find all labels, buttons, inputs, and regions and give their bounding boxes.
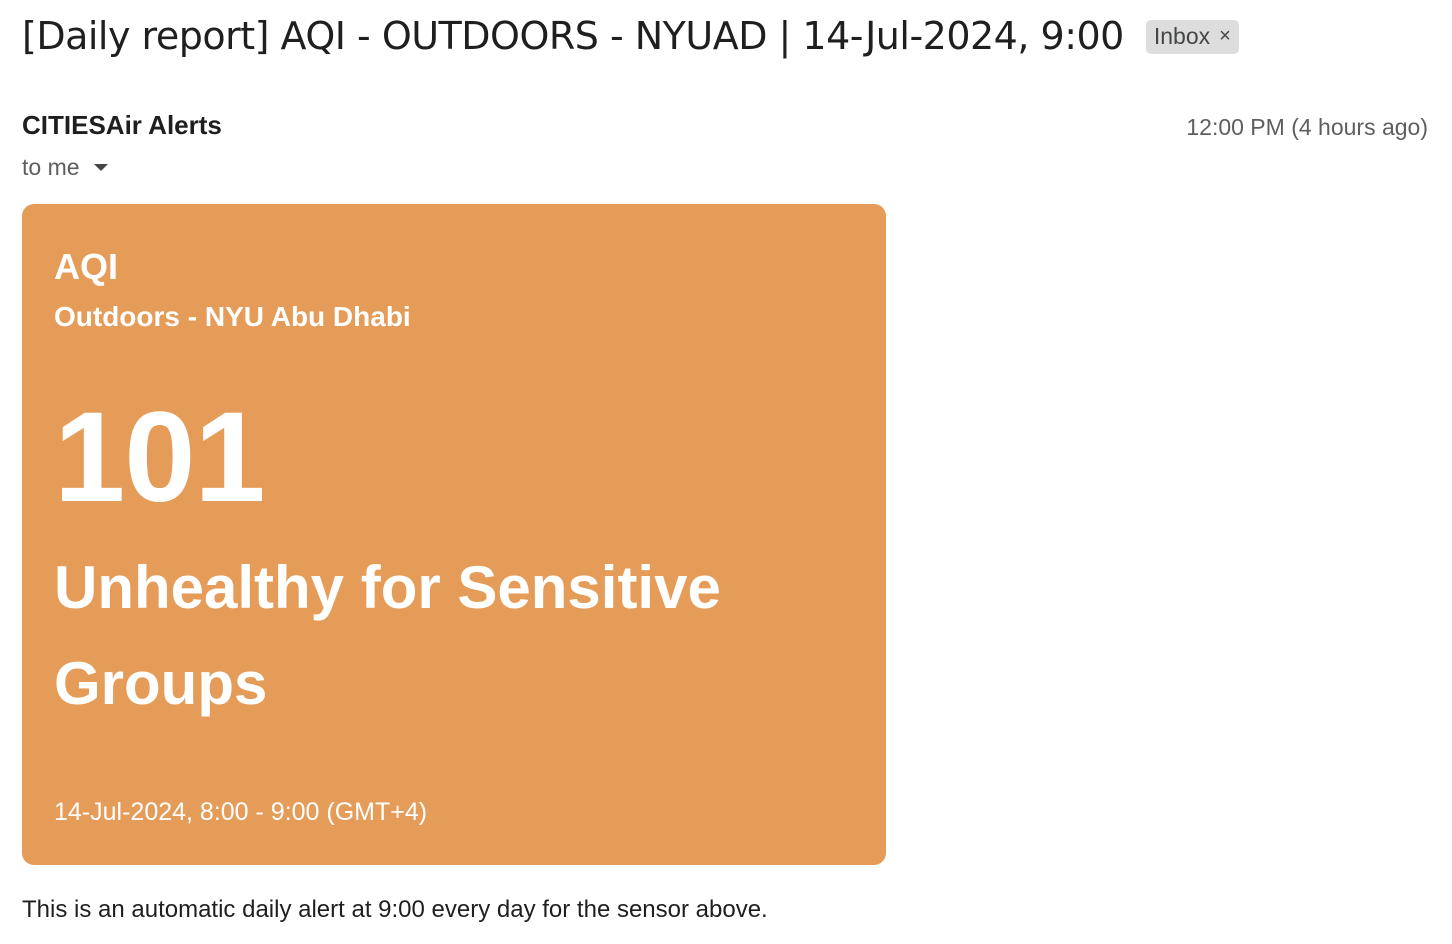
inbox-label-chip[interactable]: Inbox × <box>1145 20 1239 54</box>
close-icon[interactable]: × <box>1219 25 1231 47</box>
aqi-category: Unhealthy for Sensitive Groups <box>54 554 721 717</box>
recipient-label: to me <box>22 154 80 180</box>
aqi-value: 101 <box>54 386 266 529</box>
label-text: Inbox <box>1153 23 1211 49</box>
email-footer-text: This is an automatic daily alert at 9:00… <box>22 896 768 923</box>
card-metric-title: AQI <box>54 246 119 287</box>
email-timestamp: 12:00 PM (4 hours ago) <box>1186 114 1428 140</box>
measurement-period: 14-Jul-2024, 8:00 - 9:00 (GMT+4) <box>54 798 428 826</box>
subject-row: [Daily report] AQI - OUTDOORS - NYUAD | … <box>22 14 1239 58</box>
card-location: Outdoors - NYU Abu Dhabi <box>54 301 411 332</box>
caret-down-icon[interactable] <box>93 164 108 171</box>
sender-name[interactable]: CITIESAir Alerts <box>22 110 222 140</box>
email-subject: [Daily report] AQI - OUTDOORS - NYUAD | … <box>22 14 1124 58</box>
recipient-details-toggle[interactable]: to me <box>22 154 108 181</box>
aqi-card: AQI Outdoors - NYU Abu Dhabi 101 Unhealt… <box>22 204 886 865</box>
